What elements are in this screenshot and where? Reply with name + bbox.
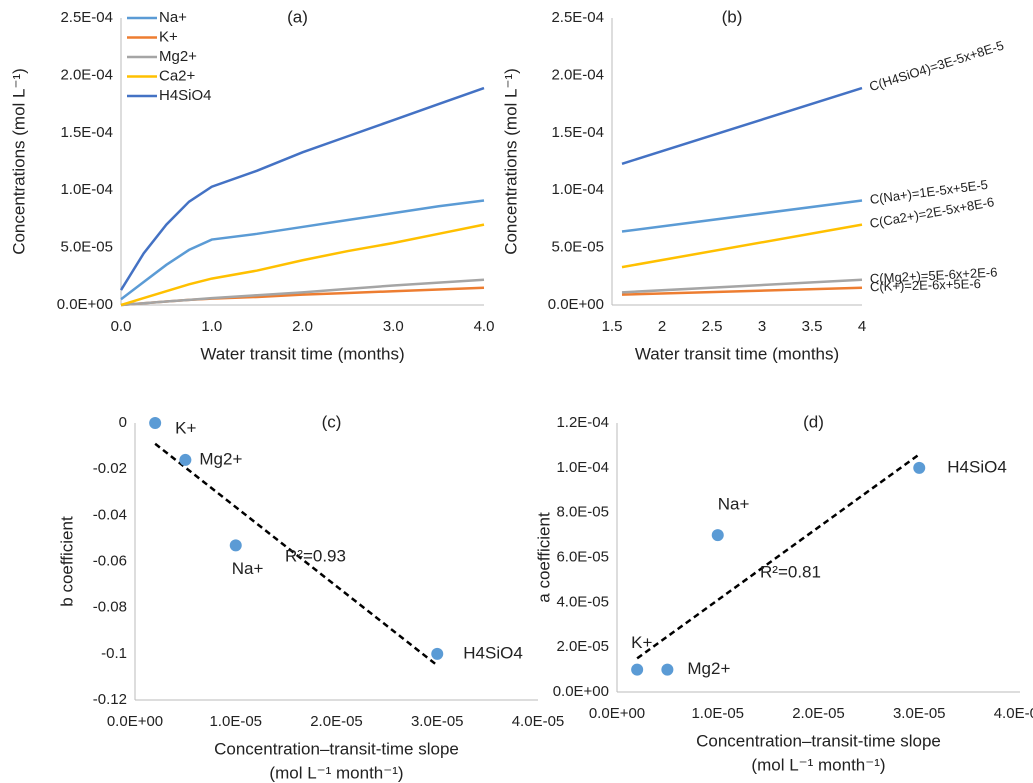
data-point — [229, 539, 242, 552]
x-tick-label: 0.0 — [111, 318, 132, 335]
data-point — [711, 529, 724, 542]
point-label: K+ — [175, 418, 196, 437]
x-axis-label: (mol L⁻¹ month⁻¹) — [269, 763, 403, 782]
series-line — [120, 278, 485, 307]
panel-title: (d) — [803, 412, 824, 431]
x-tick-label: 0.0E+00 — [589, 705, 645, 722]
panel-title: (a) — [287, 7, 308, 26]
y-tick-label: 0.0E+00 — [57, 296, 113, 313]
y-tick-label: 1.0E-04 — [60, 181, 113, 198]
y-tick-label: 2.0E-05 — [556, 638, 609, 655]
x-tick-label: 1.0 — [201, 318, 222, 335]
y-tick-label: 2.0E-04 — [551, 66, 604, 83]
y-tick-label: 5.0E-05 — [551, 239, 604, 256]
data-point — [631, 663, 644, 676]
data-point — [913, 461, 926, 474]
data-point — [661, 663, 674, 676]
y-tick-label: 1.5E-04 — [60, 124, 113, 141]
legend-label: Na+ — [159, 9, 187, 26]
y-tick-label: -0.06 — [93, 552, 127, 569]
x-tick-label: 4.0E-05 — [994, 705, 1033, 722]
x-tick-label: 3.0E-05 — [893, 705, 946, 722]
y-axis-label: a coefficient — [534, 512, 553, 603]
series-line — [621, 278, 863, 294]
x-tick-label: 1.0E-05 — [209, 713, 262, 730]
y-tick-label: 6.0E-05 — [556, 548, 609, 565]
x-tick-label: 2.0E-05 — [792, 705, 845, 722]
y-tick-label: -0.08 — [93, 599, 127, 616]
series-line — [621, 286, 863, 296]
line-label: C(K+)=2E-6x+5E-6 — [870, 276, 981, 294]
y-tick-label: -0.12 — [93, 691, 127, 708]
trendline — [636, 453, 920, 660]
legend-label: Ca2+ — [159, 67, 196, 84]
r-squared: R²=0.93 — [285, 546, 346, 565]
series-line — [120, 223, 485, 307]
r-squared: R²=0.81 — [760, 562, 821, 581]
point-label: Na+ — [232, 559, 264, 578]
series-line — [621, 86, 863, 165]
point-label: H4SiO4 — [463, 643, 523, 662]
y-tick-label: 2.0E-04 — [60, 66, 113, 83]
x-axis-label: Concentration–transit-time slope — [696, 731, 941, 750]
x-tick-label: 0.0E+00 — [107, 713, 163, 730]
data-point — [149, 417, 162, 429]
y-tick-label: 2.5E-04 — [551, 9, 604, 26]
data-point — [431, 647, 444, 660]
x-tick-label: 1.0E-05 — [691, 705, 744, 722]
x-axis-label: Concentration–transit-time slope — [214, 739, 459, 758]
y-axis-label: b coefficient — [57, 516, 76, 607]
x-tick-label: 3.0 — [383, 318, 404, 335]
series-line — [621, 199, 863, 233]
data-point — [179, 453, 192, 466]
y-tick-label: 1.0E-04 — [556, 459, 609, 476]
x-tick-label: 2.5 — [702, 318, 723, 335]
point-label: Mg2+ — [687, 659, 730, 678]
line-label: C(H4SiO4)=3E-5x+8E-5 — [867, 38, 1005, 95]
y-tick-label: 0 — [119, 414, 127, 431]
x-tick-label: 2 — [658, 318, 666, 335]
series-line — [621, 223, 863, 269]
panel-title: (c) — [322, 412, 342, 431]
y-tick-label: -0.02 — [93, 460, 127, 477]
y-tick-label: 5.0E-05 — [60, 239, 113, 256]
x-tick-label: 2.0 — [292, 318, 313, 335]
x-tick-label: 4 — [858, 318, 866, 335]
y-tick-label: 0.0E+00 — [553, 683, 609, 700]
y-tick-label: -0.1 — [101, 645, 127, 662]
y-tick-label: 2.5E-04 — [60, 9, 113, 26]
x-tick-label: 4.0E-05 — [512, 713, 565, 730]
y-tick-label: 8.0E-05 — [556, 504, 609, 521]
point-label: Mg2+ — [199, 449, 242, 468]
x-axis-label: Water transit time (months) — [635, 344, 839, 363]
x-tick-label: 4.0 — [474, 318, 495, 335]
series-line — [120, 286, 485, 307]
point-label: K+ — [631, 633, 652, 652]
y-tick-label: 4.0E-05 — [556, 593, 609, 610]
line-label: C(Mg2+)=5E-6x+2E-6 — [870, 264, 998, 286]
point-label: H4SiO4 — [947, 457, 1007, 476]
x-tick-label: 3.0E-05 — [411, 713, 464, 730]
y-axis-label: Concentrations (mol L⁻¹) — [501, 68, 520, 255]
x-tick-label: 1.5 — [602, 318, 623, 335]
series-line — [120, 199, 485, 301]
legend-label: H4SiO4 — [159, 87, 212, 104]
series-line — [119, 86, 485, 291]
y-tick-label: -0.04 — [93, 506, 127, 523]
x-tick-label: 3.5 — [802, 318, 823, 335]
x-axis-label: (mol L⁻¹ month⁻¹) — [751, 755, 885, 774]
x-tick-label: 3 — [758, 318, 766, 335]
y-tick-label: 1.0E-04 — [551, 181, 604, 198]
y-tick-label: 0.0E+00 — [548, 296, 604, 313]
x-tick-label: 2.0E-05 — [310, 713, 363, 730]
legend-label: Mg2+ — [159, 48, 197, 65]
y-tick-label: 1.2E-04 — [556, 414, 609, 431]
point-label: Na+ — [718, 495, 750, 514]
y-tick-label: 1.5E-04 — [551, 124, 604, 141]
y-axis-label: Concentrations (mol L⁻¹) — [9, 68, 28, 255]
x-axis-label: Water transit time (months) — [200, 344, 404, 363]
legend-label: K+ — [159, 28, 178, 45]
panel-title: (b) — [722, 7, 743, 26]
